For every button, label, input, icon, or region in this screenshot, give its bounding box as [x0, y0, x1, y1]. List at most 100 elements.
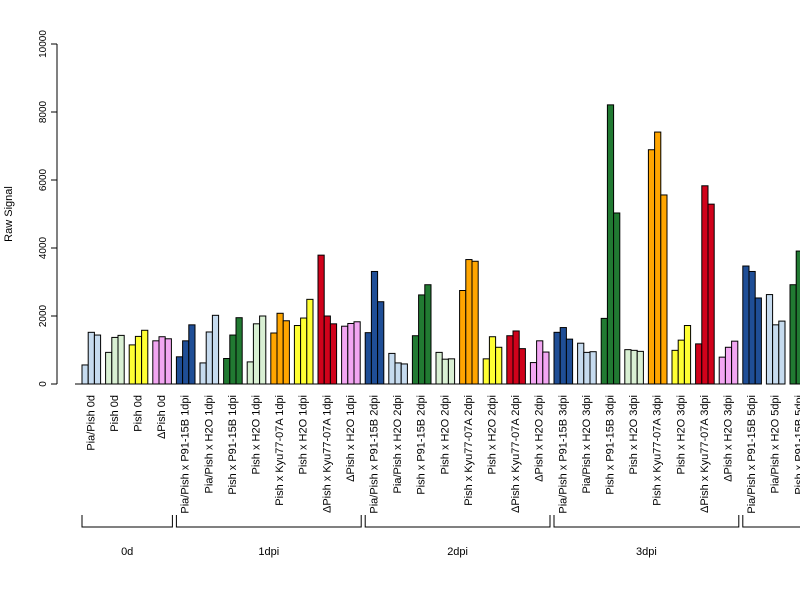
bar [459, 290, 467, 385]
bar [276, 312, 284, 385]
category-label: Pish 0d [133, 395, 145, 432]
bar [795, 250, 800, 385]
category-label: Pish x Kyu77-07A 1dpi [274, 395, 286, 506]
category-label: Pia/Pish 0d [85, 395, 97, 451]
category-label: ΔPish x Kyu77-07A 1dpi [321, 395, 333, 513]
bar [683, 325, 692, 385]
y-tick-label: 8000 [38, 100, 49, 123]
bar [506, 335, 514, 385]
bar [536, 340, 544, 385]
category-label: ΔPish x H2O 2dpi [534, 395, 546, 482]
category-label: ΔPish 0d [156, 395, 168, 439]
bar [370, 270, 379, 385]
bar [789, 284, 797, 385]
bar [259, 315, 267, 385]
category-label: Pish x H2O 1dpi [251, 395, 263, 474]
bar [435, 351, 443, 385]
category-label: ΔPish x H2O 1dpi [345, 395, 357, 482]
group-bracket [364, 515, 551, 528]
bar [553, 331, 561, 385]
bar [701, 185, 709, 385]
category-label: Pia/Pish x P91-15B 1dpi [180, 395, 192, 514]
category-label: Pia/Pish x H2O 2dpi [392, 395, 404, 493]
bar [117, 334, 125, 385]
bar [772, 324, 780, 385]
bar [424, 284, 432, 385]
bar [613, 212, 621, 385]
category-label: Pia/Pish x H2O 5dpi [770, 395, 782, 493]
bar [182, 340, 190, 385]
bar [81, 364, 89, 385]
bar [364, 332, 372, 385]
bar [211, 314, 220, 385]
bar [660, 194, 668, 385]
category-label: Pish x Kyu77-07A 2dpi [463, 395, 475, 506]
y-tick-label: 0 [38, 381, 49, 387]
bar [87, 331, 95, 385]
bar [400, 363, 408, 385]
bar [778, 320, 786, 385]
category-label: Pish x H2O 1dpi [298, 395, 310, 474]
group-label: 1dpi [258, 546, 279, 558]
bar [482, 358, 490, 385]
group-bracket [81, 515, 173, 528]
group-label: 2dpi [447, 546, 468, 558]
bar [105, 351, 113, 385]
bar [141, 329, 149, 385]
bar [529, 362, 538, 385]
bar [630, 349, 638, 385]
bar [306, 298, 314, 385]
bar [270, 332, 278, 385]
bar [512, 330, 520, 385]
bar [471, 260, 479, 385]
category-label: Pish x H2O 3dpi [675, 395, 687, 474]
category-label: Pish x H2O 2dpi [439, 395, 451, 474]
bar [377, 301, 385, 385]
bar [93, 334, 102, 385]
bar [583, 351, 591, 385]
group-bracket [742, 515, 800, 528]
category-label: Pish x P91-15B 3dpi [605, 395, 617, 495]
y-tick-label: 2000 [38, 304, 49, 327]
category-label: Pish 0d [109, 395, 121, 432]
bar [152, 340, 160, 385]
y-axis: 0 2000 4000 6000 8000 10000 [38, 30, 58, 387]
bar [188, 324, 196, 385]
bar [411, 335, 420, 385]
bar [654, 131, 662, 385]
bar [600, 317, 608, 385]
bar [488, 336, 497, 385]
bar [565, 338, 574, 385]
group-label: 3dpi [636, 546, 657, 558]
group-bracket [175, 515, 362, 528]
category-label: Pish x P91-15B 2dpi [416, 395, 428, 495]
bar [518, 348, 526, 385]
bar [329, 323, 338, 385]
bar [731, 340, 739, 385]
bar [754, 297, 762, 385]
bar [577, 342, 585, 385]
bar [606, 104, 615, 385]
group-bracket [553, 515, 740, 528]
bar [589, 351, 597, 385]
bar [282, 320, 290, 385]
bar [175, 356, 184, 385]
bar [671, 349, 679, 385]
category-label: ΔPish x H2O 3dpi [723, 395, 735, 482]
bar [394, 362, 402, 385]
bar [235, 317, 243, 385]
bar [353, 321, 361, 385]
bar [765, 294, 774, 385]
bar [707, 203, 715, 385]
bar [677, 339, 685, 385]
category-label: ΔPish x Kyu77-07A 3dpi [699, 395, 711, 513]
y-tick-label: 6000 [38, 168, 49, 191]
bar [317, 254, 325, 385]
category-label: Pish x H2O 3dpi [628, 395, 640, 474]
bar [559, 327, 567, 385]
bar [542, 351, 550, 385]
bars-layer [81, 104, 800, 385]
y-tick-label: 10000 [38, 30, 49, 58]
category-label: Pia/Pish x P91-15B 5dpi [746, 395, 758, 514]
bar [647, 149, 656, 385]
